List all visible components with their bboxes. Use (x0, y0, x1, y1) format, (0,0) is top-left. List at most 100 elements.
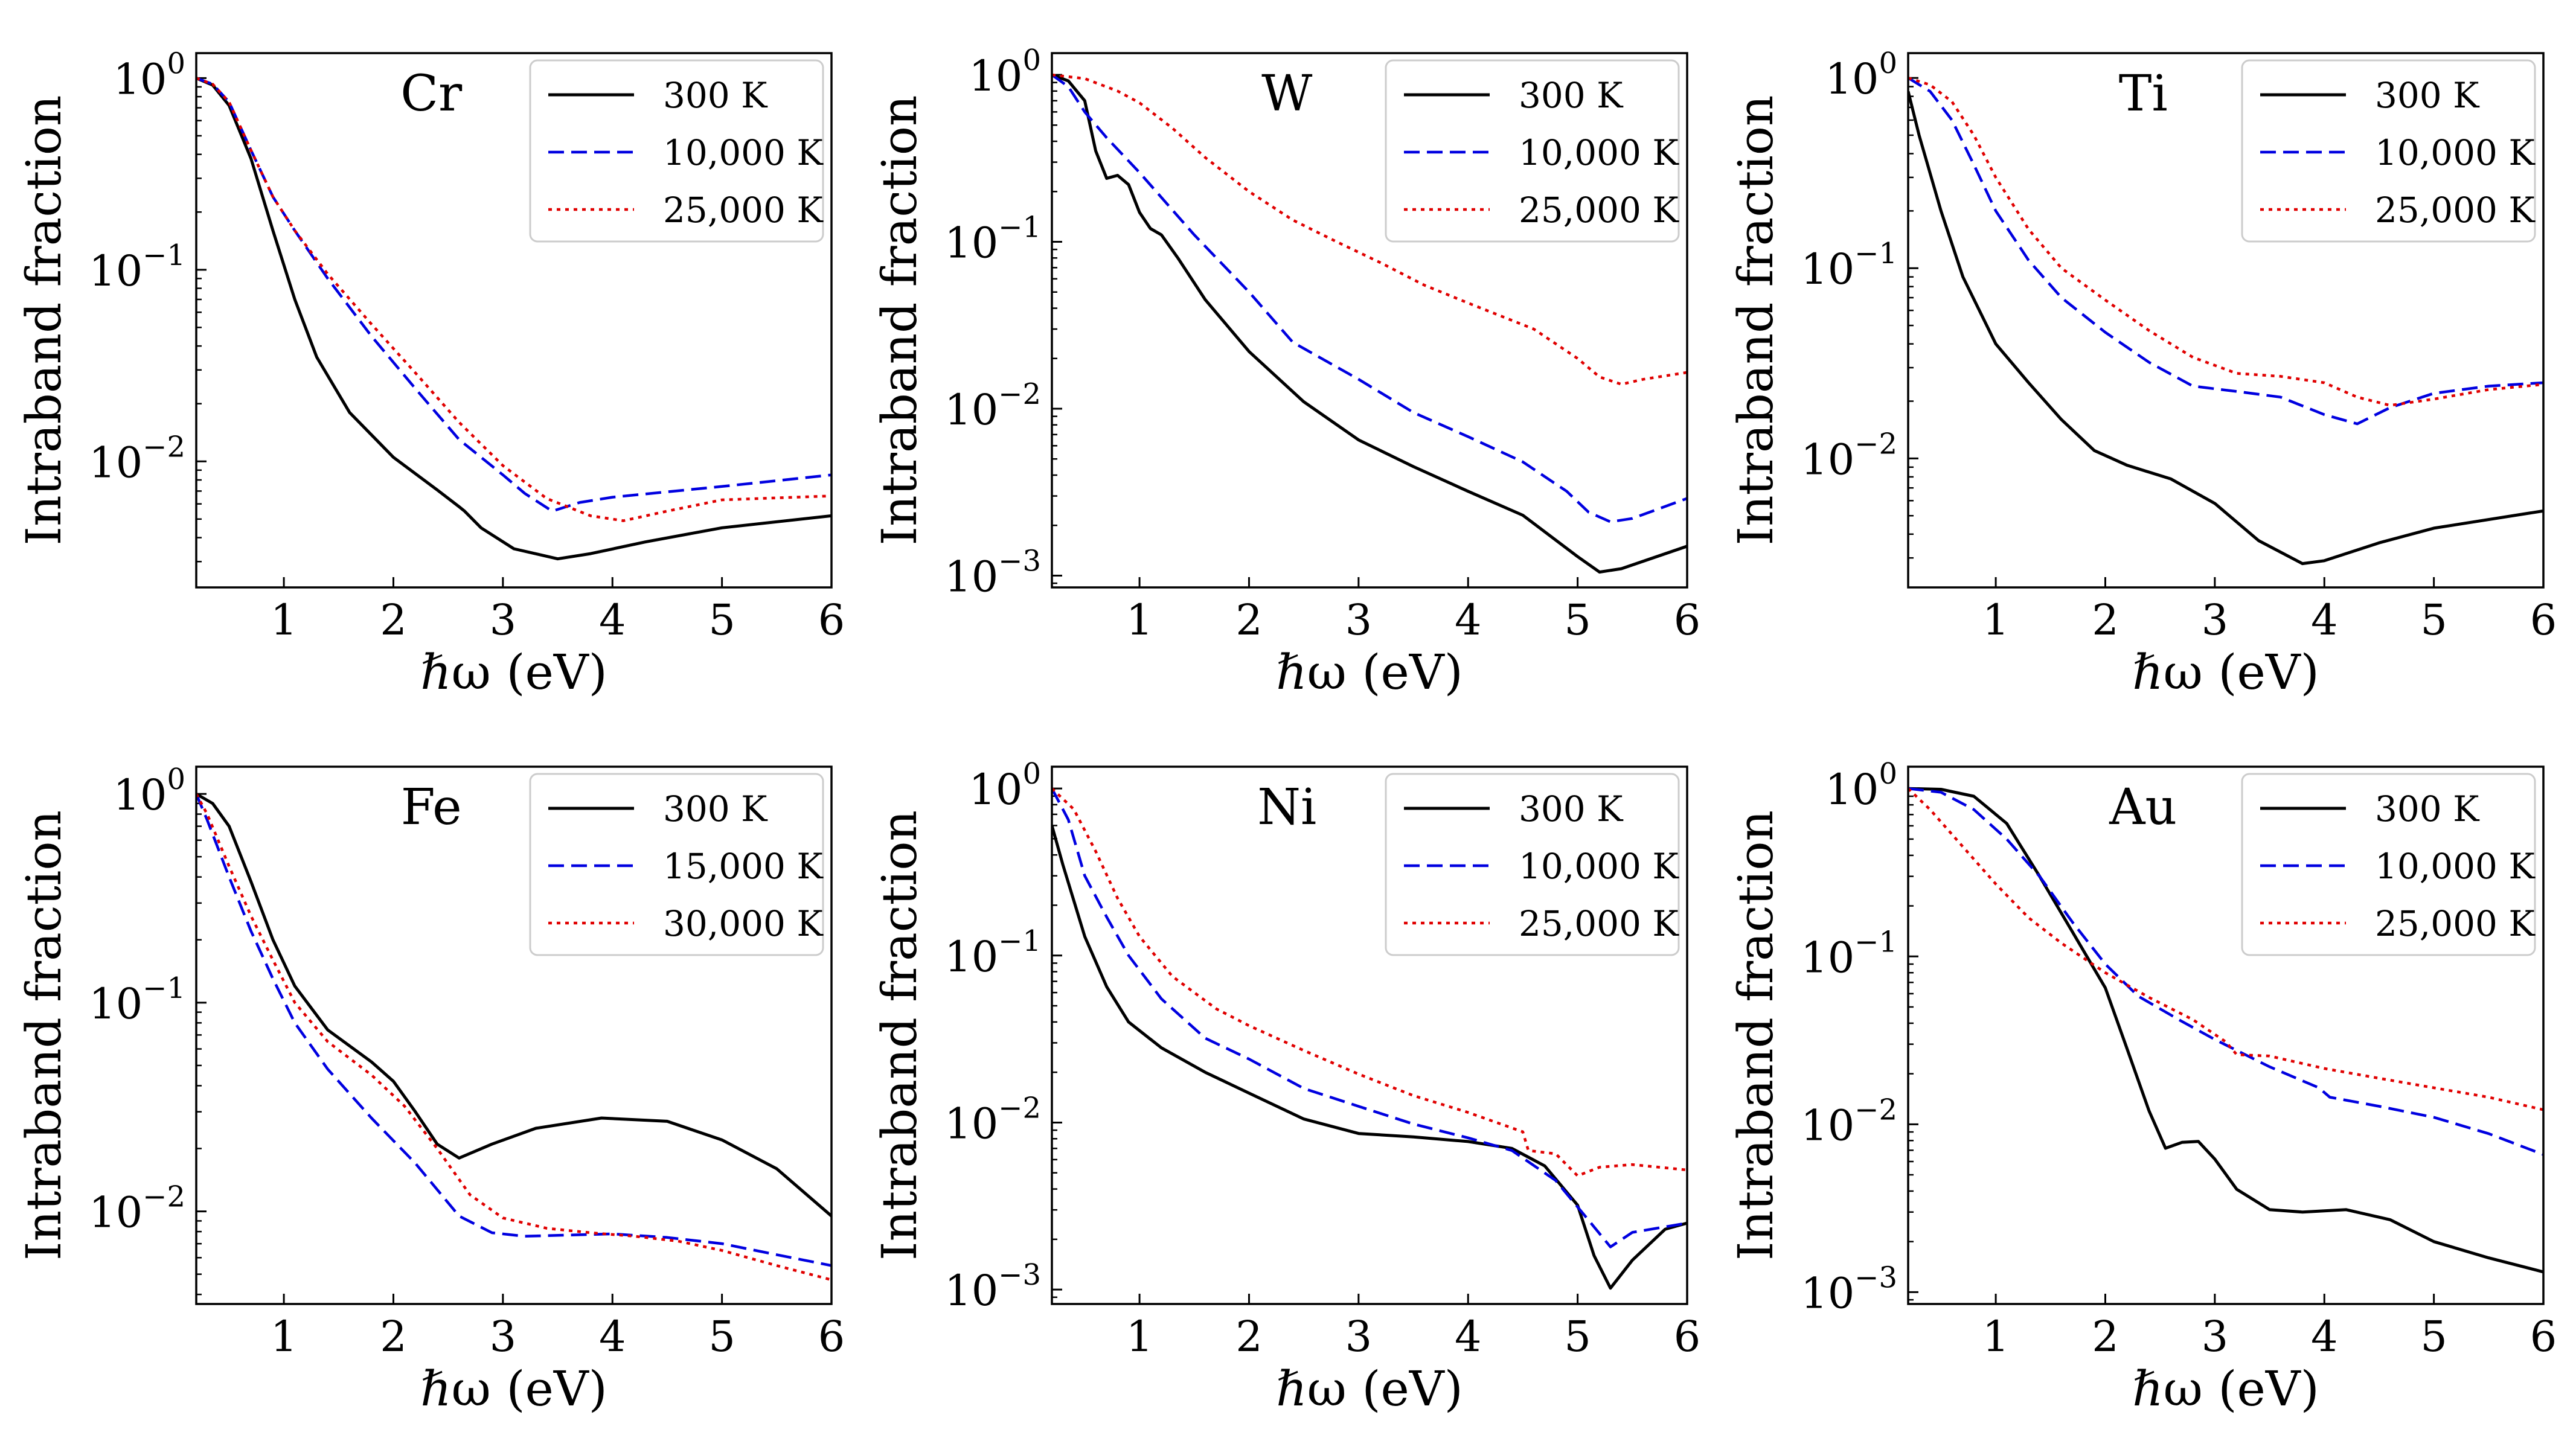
series-line-1 (1052, 788, 1687, 1248)
y-tick-exponent: −1 (1854, 237, 1897, 270)
element-label: Au (2109, 779, 2177, 836)
y-tick-base: 10 (944, 552, 998, 601)
legend-box (529, 773, 824, 956)
y-tick-label: 100 (1825, 46, 1897, 104)
y-tick-label: 10−1 (89, 238, 185, 296)
y-tick-base: 10 (1825, 54, 1879, 104)
x-tick-label: 6 (2530, 595, 2557, 645)
legend-label-2: 25,000 K (2375, 903, 2536, 944)
x-axis-title: ℏω (eV) (2132, 644, 2319, 700)
y-axis-title: Intraband fraction (1728, 810, 1784, 1261)
y-tick-label: 10−2 (944, 377, 1041, 435)
legend-label-0: 300 K (2375, 75, 2480, 116)
series-group (196, 792, 831, 1282)
x-tick-label: 6 (818, 1312, 845, 1361)
x-tick-label: 3 (1345, 1312, 1373, 1361)
y-tick-exponent: −2 (998, 377, 1041, 411)
legend-box (529, 59, 824, 243)
y-tick-base: 10 (1825, 765, 1879, 814)
y-tick-base: 10 (944, 932, 998, 982)
axes-frame (1907, 765, 2545, 1305)
x-tick-label: 1 (1126, 1312, 1153, 1361)
axes-frame (1051, 52, 1688, 589)
legend-label-1: 15,000 K (663, 846, 824, 887)
legend-label-1: 10,000 K (663, 132, 824, 173)
x-tick-label: 1 (1982, 1312, 2010, 1361)
y-tick-exponent: 0 (1879, 46, 1897, 80)
x-tick-label: 2 (380, 595, 407, 645)
y-tick-exponent: 0 (1022, 43, 1041, 77)
y-tick-exponent: −3 (1854, 1261, 1897, 1294)
y-tick-exponent: −1 (998, 211, 1041, 244)
y-tick-exponent: −1 (143, 971, 185, 1005)
series-line-2 (1052, 787, 1687, 1177)
x-tick-label: 2 (1235, 595, 1263, 645)
y-tick-exponent: −2 (1854, 427, 1897, 461)
x-tick-label: 4 (599, 595, 626, 645)
y-axis-title: Intraband fraction (16, 95, 72, 545)
y-tick-exponent: 0 (167, 46, 185, 80)
x-tick-label: 6 (1674, 595, 1701, 645)
y-tick-label: 10−1 (1801, 237, 1897, 294)
y-tick-label: 10−2 (1801, 427, 1897, 484)
legend: 300 K 10,000 K 25,000 K (1385, 59, 1680, 243)
y-tick-label: 100 (113, 46, 185, 104)
legend: 300 K 10,000 K 25,000 K (1385, 773, 1680, 956)
legend-label-0: 300 K (1519, 75, 1624, 116)
series-line-0 (1052, 825, 1687, 1290)
x-axis-title: ℏω (eV) (2132, 1361, 2319, 1417)
x-tick-label: 1 (271, 595, 298, 645)
y-tick-base: 10 (89, 246, 143, 296)
series-line-0 (1908, 787, 2543, 1274)
legend: 300 K 10,000 K 25,000 K (2241, 773, 2536, 956)
y-tick-label: 10−3 (944, 1258, 1041, 1315)
x-tick-label: 6 (1674, 1312, 1701, 1361)
x-tick-label: 2 (1235, 1312, 1263, 1361)
x-tick-label: 3 (2202, 1312, 2229, 1361)
x-tick-label: 4 (599, 1312, 626, 1361)
y-tick-base: 10 (89, 438, 143, 487)
legend-label-0: 300 K (663, 788, 768, 829)
legend-label-1: 10,000 K (2375, 846, 2536, 887)
x-tick-label: 5 (1564, 595, 1591, 645)
legend: 300 K 10,000 K 25,000 K (529, 59, 824, 243)
y-tick-base: 10 (1801, 435, 1854, 484)
y-tick-base: 10 (944, 1266, 998, 1315)
x-tick-label: 5 (1564, 1312, 1591, 1361)
y-tick-base: 10 (113, 54, 167, 104)
y-tick-base: 10 (89, 1188, 143, 1238)
y-tick-label: 100 (969, 757, 1041, 814)
y-tick-base: 10 (944, 1099, 998, 1148)
x-axis-title: ℏω (eV) (420, 1361, 607, 1417)
series-group (1052, 787, 1687, 1290)
x-tick-label: 5 (708, 595, 735, 645)
x-tick-label: 5 (2420, 1312, 2447, 1361)
series-line-2 (1908, 787, 2543, 1111)
y-tick-label: 10−1 (1801, 925, 1897, 982)
series-line-1 (1908, 77, 2543, 426)
series-line-0 (196, 77, 831, 561)
y-tick-exponent: −2 (143, 430, 185, 464)
y-tick-exponent: −3 (998, 1258, 1041, 1292)
x-tick-label: 4 (2311, 1312, 2338, 1361)
y-tick-exponent: −1 (998, 924, 1041, 958)
element-label: Fe (401, 779, 462, 836)
y-tick-base: 10 (1801, 1101, 1854, 1150)
y-tick-base: 10 (1801, 244, 1854, 294)
x-tick-label: 1 (1126, 595, 1153, 645)
x-axis-title: ℏω (eV) (1276, 644, 1463, 700)
x-tick-label: 2 (2092, 595, 2119, 645)
series-line-2 (196, 77, 831, 522)
y-tick-base: 10 (113, 770, 167, 820)
series-group (1908, 76, 2543, 566)
legend-label-2: 25,000 K (663, 190, 824, 231)
y-tick-base: 10 (944, 219, 998, 268)
legend-box (2241, 773, 2536, 956)
legend-label-2: 25,000 K (1519, 190, 1679, 231)
y-tick-label: 10−3 (1801, 1261, 1897, 1318)
legend-label-1: 10,000 K (1519, 132, 1679, 173)
y-axis-title: Intraband fraction (871, 95, 928, 545)
